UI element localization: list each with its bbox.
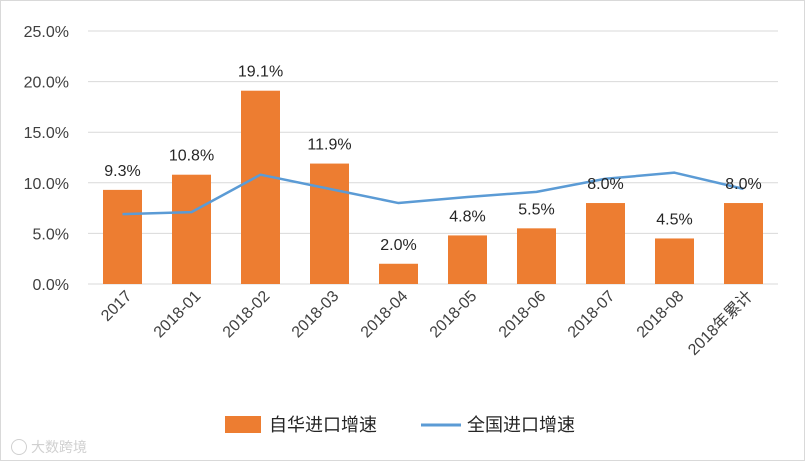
watermark-logo-icon (11, 439, 27, 455)
x-tick-label: 2018-03 (289, 288, 343, 342)
y-tick-label: 0.0% (33, 277, 69, 294)
x-axis-ticks: 2017 2018-01 2018-02 2018-03 2018-04 2018-05 2… (98, 287, 756, 359)
legend-label-line: 全国进口增速 (467, 415, 575, 435)
bar-data-label: 2.0% (380, 237, 416, 254)
watermark: 大数跨境 (11, 437, 87, 457)
bar-data-label: 5.5% (518, 201, 554, 218)
bar-data-label: 19.1% (238, 64, 283, 81)
y-tick-label: 15.0% (24, 125, 69, 142)
y-tick-label: 20.0% (24, 75, 69, 92)
x-tick-label: 2018-01 (151, 288, 205, 342)
bar (379, 263, 418, 284)
legend-label-bar: 自华进口增速 (269, 415, 377, 435)
x-tick-label: 2018-08 (634, 288, 688, 342)
bar-data-label: 8.0% (587, 176, 623, 193)
x-tick-label: 2018年累计 (684, 287, 756, 359)
bar-data-label: 4.8% (449, 208, 485, 225)
y-tick-label: 5.0% (33, 226, 69, 243)
bar-data-label: 11.9% (307, 137, 351, 154)
bar (310, 163, 349, 284)
y-tick-label: 25.0% (24, 24, 69, 41)
x-tick-label: 2017 (98, 288, 135, 325)
bar (103, 189, 142, 284)
bar (655, 238, 694, 284)
legend-swatch-bar (225, 416, 261, 433)
y-tick-label: 10.0% (24, 176, 69, 193)
bar (172, 174, 211, 284)
bar (724, 203, 763, 284)
x-tick-label: 2018-04 (358, 288, 412, 342)
bar (517, 228, 556, 284)
bar-data-label: 8.0% (725, 176, 761, 193)
x-tick-label: 2018-02 (220, 288, 274, 342)
bar-data-label: 9.3% (104, 163, 140, 180)
x-tick-label: 2018-05 (427, 288, 481, 342)
bar-data-label: 4.5% (656, 211, 692, 228)
bar (241, 90, 280, 284)
bar (586, 203, 625, 284)
bar-data-label: 10.8% (169, 148, 214, 165)
line-series-path (122, 171, 744, 216)
bar (448, 235, 487, 284)
x-tick-label: 2018-07 (565, 288, 619, 342)
bar-series (103, 90, 763, 284)
data-labels: 9.3% 10.8% 19.1% 11.9% 2.0% 4.8% 5.5% 8.0% 4.5% 8… (104, 64, 761, 254)
line-series (122, 171, 744, 216)
watermark-text: 大数跨境 (31, 440, 87, 456)
legend: 自华进口增速 全国进口增速 (225, 415, 575, 435)
y-axis-ticks: 0.0% 5.0% 10.0% 15.0% 20.0% 25.0% (24, 24, 69, 294)
x-tick-label: 2018-06 (496, 288, 550, 342)
